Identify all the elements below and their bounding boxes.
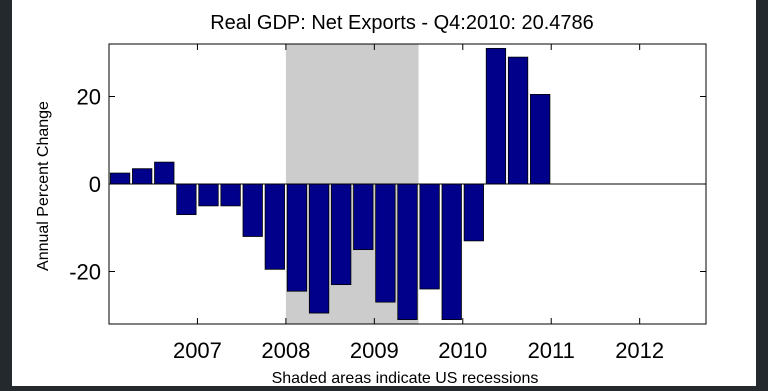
y-tick-label: 20 (77, 85, 101, 110)
bar-2010-q2 (485, 47, 507, 185)
bar-2008-q3 (331, 183, 352, 286)
y-axis-label: Annual Percent Change (35, 101, 52, 271)
x-tick-label: 2012 (615, 338, 664, 363)
chart: Real GDP: Net Exports - Q4:2010: 20.4786… (35, 12, 707, 387)
y-tick-label: -20 (69, 260, 101, 285)
chart-title: Real GDP: Net Exports - Q4:2010: 20.4786 (210, 12, 594, 34)
x-tick-label: 2007 (173, 338, 222, 363)
bar-2006-q2 (132, 168, 153, 185)
x-tick-label: 2008 (261, 338, 310, 363)
bar-2006-q4 (176, 183, 197, 216)
bar-2009-q1 (375, 183, 396, 303)
bar-2010-q1 (463, 183, 484, 242)
bar-2010-q4 (530, 94, 551, 185)
x-tick-label: 2009 (350, 338, 399, 363)
x-axis-label: Shaded areas indicate US recessions (272, 370, 539, 386)
y-tick-label: 0 (89, 172, 101, 197)
bar-2009-q3 (419, 183, 440, 290)
bar-2009-q2 (397, 183, 418, 321)
bar-2007-q3 (242, 183, 263, 237)
bar-2010-q3 (507, 56, 529, 185)
bar-2007-q2 (220, 183, 241, 207)
bar-2009-q4 (441, 183, 462, 321)
bar-2007-q1 (198, 183, 219, 207)
x-tick-label: 2010 (438, 338, 487, 363)
x-tick-label: 2011 (528, 338, 575, 363)
bar-2007-q4 (264, 183, 285, 270)
bar-2008-q2 (308, 183, 330, 314)
chart-frame: Real GDP: Net Exports - Q4:2010: 20.4786… (12, 0, 756, 387)
bar-2006-q1 (109, 172, 131, 185)
bar-2008-q1 (286, 183, 308, 292)
bar-2006-q3 (154, 161, 175, 185)
bar-2008-q4 (353, 183, 374, 251)
